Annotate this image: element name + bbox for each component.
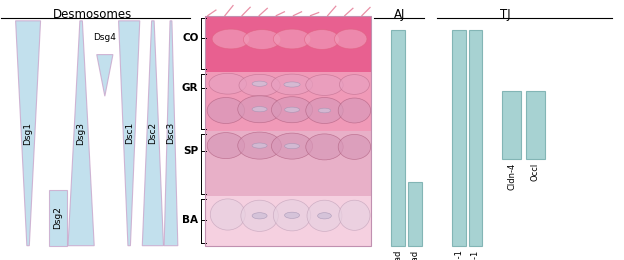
Text: Cldn-1: Cldn-1 [471,250,480,260]
Text: Dsc2: Dsc2 [149,122,157,144]
Ellipse shape [306,98,343,124]
Polygon shape [97,55,113,96]
Ellipse shape [318,108,331,113]
Ellipse shape [284,82,300,87]
Text: Dsc3: Dsc3 [167,122,175,144]
Ellipse shape [271,97,313,123]
Polygon shape [119,21,140,246]
Ellipse shape [338,134,371,159]
Text: AJ: AJ [394,8,405,21]
Text: Dsg3: Dsg3 [77,122,85,145]
Ellipse shape [212,29,250,49]
Ellipse shape [243,30,281,49]
Ellipse shape [252,213,267,219]
Bar [408,182,422,246]
Ellipse shape [339,75,369,94]
Bar [469,30,482,246]
Ellipse shape [252,143,267,148]
Ellipse shape [306,134,343,160]
Polygon shape [16,21,41,246]
Bar [452,30,466,246]
Ellipse shape [285,212,300,218]
Text: E-cad: E-cad [394,250,402,260]
Text: TJ: TJ [500,8,511,21]
Text: ZO-1: ZO-1 [454,250,463,260]
Ellipse shape [285,107,300,112]
Ellipse shape [271,74,313,95]
Bar [391,30,405,246]
Bar [205,16,371,246]
Ellipse shape [238,96,281,123]
Text: Cldn-4: Cldn-4 [507,162,516,190]
Text: Occl: Occl [531,162,540,181]
Text: Dsg1: Dsg1 [24,122,32,145]
Ellipse shape [305,30,339,49]
Ellipse shape [252,107,267,112]
Ellipse shape [338,98,371,123]
Ellipse shape [252,81,267,86]
Text: CO: CO [182,33,198,43]
Ellipse shape [271,133,313,159]
Text: GR: GR [182,83,198,93]
Text: SP: SP [183,146,198,156]
Ellipse shape [334,29,367,49]
Ellipse shape [318,213,331,219]
Ellipse shape [239,74,280,96]
Ellipse shape [307,200,342,231]
Bar [205,196,371,246]
Polygon shape [49,190,67,246]
Ellipse shape [238,132,281,159]
Bar [205,72,371,131]
Polygon shape [142,21,163,246]
Ellipse shape [210,199,245,230]
Ellipse shape [209,73,246,94]
Bar [205,16,371,72]
Ellipse shape [339,200,370,230]
Text: Dsg4: Dsg4 [94,32,116,42]
Text: P-cad: P-cad [411,250,419,260]
Bar [526,91,545,159]
Ellipse shape [207,98,245,124]
Ellipse shape [285,144,300,149]
Ellipse shape [306,75,343,95]
Text: Dsc1: Dsc1 [125,122,134,144]
Text: Dsg2: Dsg2 [54,206,62,229]
Polygon shape [68,21,94,246]
Ellipse shape [273,29,311,49]
Text: BA: BA [182,215,198,225]
Bar [502,91,521,159]
Ellipse shape [207,133,245,159]
Ellipse shape [273,200,311,231]
Bar [205,131,371,196]
Polygon shape [164,21,178,246]
Text: Desmosomes: Desmosomes [52,8,132,21]
Ellipse shape [241,200,278,231]
